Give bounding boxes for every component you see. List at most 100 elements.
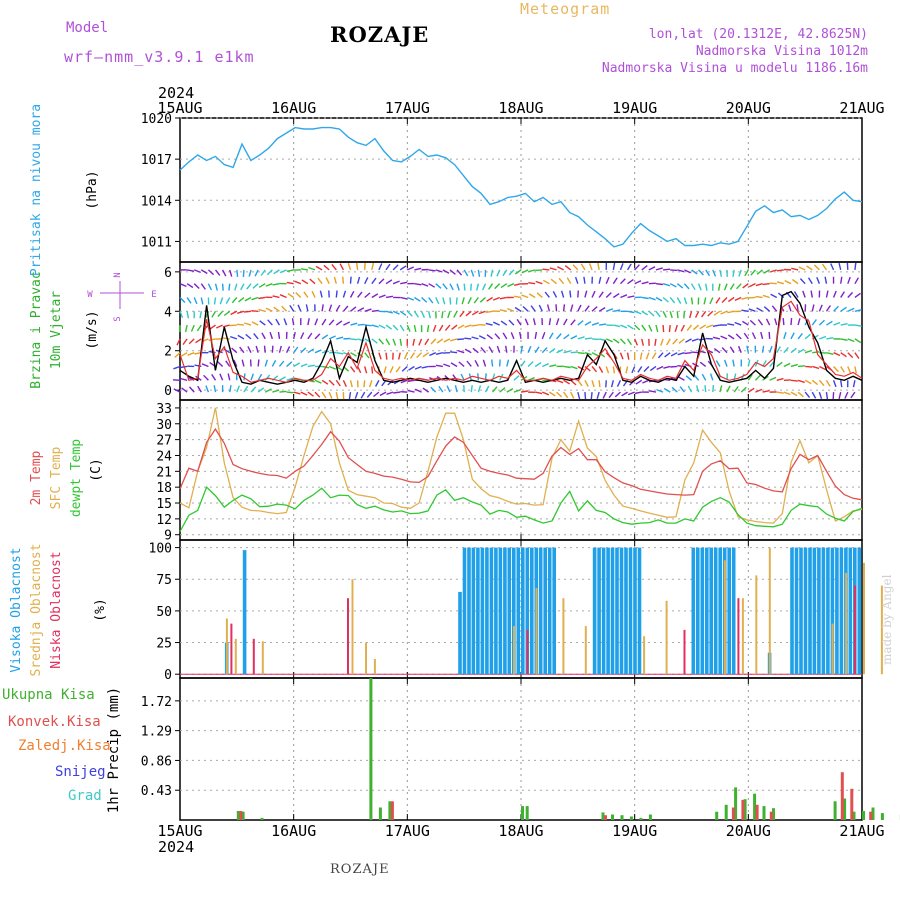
compass-west: W [87,290,93,300]
wind-barb [506,359,510,367]
wind-barb [563,379,570,385]
wind-barb [269,331,274,340]
precip-bar [611,814,614,820]
wind-barb [519,331,522,340]
wind-barb [641,265,648,271]
wind-barb [488,346,494,354]
cloud-bar [562,598,565,675]
cloud-high-bar [516,547,521,675]
wind-barb [328,391,333,399]
wind-barb [279,390,287,393]
wind-barb [584,305,590,312]
wind-barb [450,351,458,354]
wind-barb [399,324,405,332]
wind-barb [569,290,572,298]
wind-barb [193,283,200,290]
wind-barb [648,324,653,332]
wind-barb [549,391,556,397]
station-title: ROZAJE [330,22,430,47]
wind-barb [641,324,647,332]
wind-barb [496,269,501,277]
precip-bar [239,811,243,820]
wind-barb [385,295,394,299]
cloud-bar [584,626,587,675]
cloud-bar [737,598,740,675]
wind-barb [217,361,224,367]
wind-barb [258,283,266,288]
x-label-top: 18AUG [498,99,543,117]
wind-barb [321,391,327,399]
wind-barb [335,304,341,312]
wind-barb [655,296,663,302]
cloud-bar [261,641,264,675]
wind-barb [307,332,313,340]
wind-barb [480,346,487,354]
wind-speed-line [179,290,863,385]
wind-barb [763,269,770,274]
precip-bar [734,787,738,820]
wind-barb [701,310,707,318]
wind-barb [374,379,380,387]
wind-barb [286,361,293,368]
wind-barb [797,379,805,384]
wind-barb [505,345,508,353]
cloud-mid-legend: Srednja Oblacnost [29,543,44,676]
cloud-high-bar [808,547,812,675]
wind-barb [720,335,728,340]
wind-barb [657,352,664,359]
wind-barb [761,345,765,353]
wind-barb [241,359,245,367]
wind-barb [227,373,231,381]
wind-barb [190,324,195,332]
cloud-high-bar [790,547,794,675]
wind-barb [683,311,686,319]
wind-barb [791,278,799,285]
wind-barb [211,310,217,318]
wind-barb [818,391,823,400]
wind-barb [735,283,742,290]
wind-barb [605,338,613,343]
wind-barb [287,293,295,299]
wind-barb [747,387,755,393]
wind-barb [668,325,671,333]
wind-barb [847,291,854,298]
wind-barb [395,366,401,373]
wind-barb [508,319,515,326]
wind-barb [225,297,231,304]
wind-barb [755,295,763,299]
wind-barb [748,308,756,312]
wind-barb [247,346,252,353]
x-label-top: 15AUG [157,99,202,117]
wind-barb [502,269,508,277]
wind-barb [685,375,692,381]
wind-barb [307,318,310,326]
wind-barb [442,283,448,290]
wind-barb [556,349,564,354]
cloud-high-bar [503,547,507,675]
cloud-high-bar [691,547,696,675]
wind-barb [654,338,657,346]
wind-barb [385,279,393,285]
wind-barb [251,296,259,301]
cloud-high-bar [727,547,731,675]
wind-barb [385,352,388,360]
wind-barb [729,283,735,290]
wind-barb [286,269,294,272]
wind-barb [642,379,650,384]
cloud-bar [347,598,349,675]
wind-barb [656,388,664,393]
wind-barb [271,359,277,367]
wind-barb [184,324,188,333]
wind-barb [796,304,799,312]
y-tick-label: 15 [156,497,172,512]
wind-barb [768,345,773,353]
wind-barb [356,262,359,270]
wind-barb [463,269,469,277]
year-label-top: 2024 [158,84,194,102]
wind-barb [378,338,385,345]
wind-barb [747,359,751,367]
y-tick-label: 0.86 [141,754,172,769]
precip-legend: Konvek.Kisa [8,714,101,730]
precip-bar [604,815,607,820]
wind-barb [769,282,777,285]
